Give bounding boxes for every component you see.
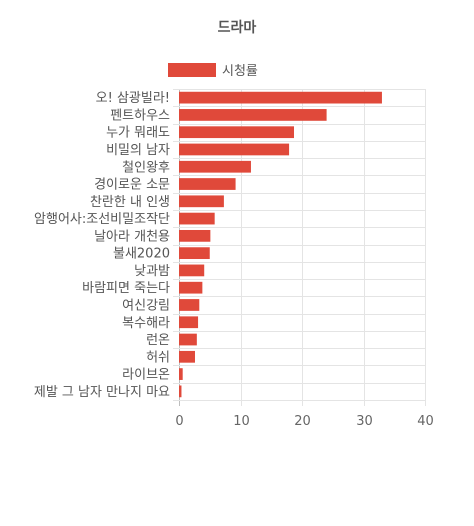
bar[interactable] [179,91,382,104]
bar[interactable] [179,126,295,139]
bar[interactable] [179,264,205,277]
chart-title: 드라마 [218,20,257,36]
x-tick-labels: 0 10 20 30 40 [175,414,433,429]
category-label: 오! 삼광빌라! [96,91,170,106]
x-tick-label: 20 [294,414,311,429]
bar[interactable] [179,385,182,398]
category-label: 여신강림 [122,298,170,313]
category-label: 암행어사:조선비밀조작단 [34,211,170,227]
bar[interactable] [179,281,203,294]
category-label: 제발 그 남자 만나지 마요 [34,385,170,400]
bar[interactable] [179,368,183,380]
bar[interactable] [179,109,327,121]
category-label: 경이로운 소문 [94,178,170,193]
bar[interactable] [179,178,236,190]
grid [173,89,426,406]
category-label: 철인왕후 [122,160,170,175]
x-tick-label: 40 [417,414,434,429]
x-tick-label: 0 [175,414,183,429]
bar[interactable] [179,247,210,260]
bar[interactable] [179,350,195,363]
category-label: 누가 뭐래도 [106,126,170,141]
category-label: 불새2020 [113,247,170,262]
bars [179,91,382,398]
category-label: 찬란한 내 인생 [90,195,170,210]
legend-label: 시청률 [222,64,258,79]
x-tick-label: 10 [233,414,250,429]
bar[interactable] [179,212,215,225]
category-label: 허쉬 [146,350,170,365]
bar[interactable] [179,333,197,346]
category-label: 런온 [146,333,170,348]
category-label: 낮과밤 [134,264,170,279]
category-label: 날아라 개천용 [94,229,170,244]
legend[interactable]: 시청률 [168,63,258,79]
x-tick-label: 30 [356,414,373,429]
bar[interactable] [179,299,200,311]
category-label: 바람피면 죽는다 [82,281,170,296]
bar[interactable] [179,160,251,173]
bar[interactable] [179,316,199,329]
legend-swatch [168,63,216,77]
category-label: 라이브온 [122,368,170,383]
bar[interactable] [179,143,290,156]
category-label: 복수해라 [122,316,170,331]
bar[interactable] [179,229,211,242]
category-label: 펜트하우스 [110,108,170,123]
bar[interactable] [179,195,224,208]
category-label: 비밀의 남자 [106,143,170,158]
